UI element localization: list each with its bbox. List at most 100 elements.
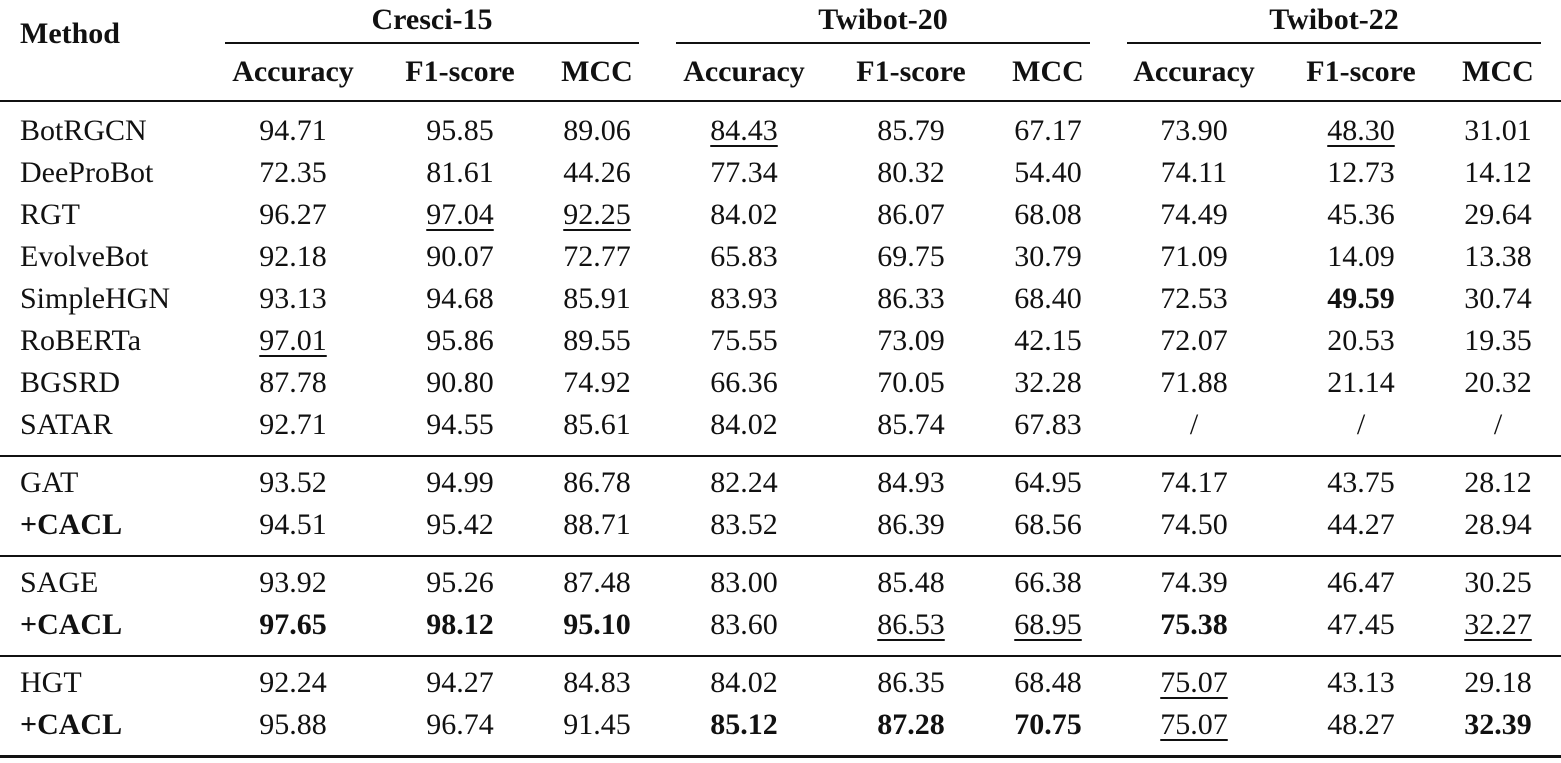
header-row-metrics: Accuracy F1-score MCC Accuracy F1-score MCC Ac…: [0, 52, 1561, 92]
value-text: 95.10: [563, 608, 631, 641]
value-cell: 28.12: [1423, 463, 1561, 503]
method-cell: +CACL: [20, 508, 123, 541]
value-text: 85.79: [877, 114, 945, 147]
value-text: 87.78: [259, 366, 327, 399]
value-text: 44.26: [563, 156, 631, 189]
value-text: 83.00: [710, 566, 778, 599]
value-text: 20.53: [1327, 324, 1395, 357]
value-cell: 68.95: [973, 605, 1123, 645]
value-text: 69.75: [877, 240, 945, 273]
value-cell: 71.09: [1119, 237, 1269, 277]
value-text: 95.85: [426, 114, 494, 147]
value-cell: 73.90: [1119, 111, 1269, 151]
value-cell: 92.25: [522, 195, 672, 235]
value-cell: 71.88: [1119, 363, 1269, 403]
value-text: 85.12: [710, 708, 778, 741]
value-cell: 93.52: [218, 463, 368, 503]
method-cell: BotRGCN: [20, 114, 147, 147]
value-cell: 87.48: [522, 563, 672, 603]
value-cell: 74.50: [1119, 505, 1269, 545]
value-cell: 95.85: [385, 111, 535, 151]
value-text: 93.52: [259, 466, 327, 499]
value-text: 85.91: [563, 282, 631, 315]
metric-header: Accuracy: [232, 55, 354, 88]
value-cell: 45.36: [1286, 195, 1436, 235]
value-text: 68.08: [1014, 198, 1082, 231]
value-text: 14.12: [1464, 156, 1532, 189]
value-text: 12.73: [1327, 156, 1395, 189]
value-cell: 13.38: [1423, 237, 1561, 277]
bottom-rule: [0, 755, 1561, 758]
value-cell: 75.55: [669, 321, 819, 361]
value-text: 65.83: [710, 240, 778, 273]
value-text: 86.53: [877, 608, 945, 641]
group-header-twibot20: Twibot-20: [818, 3, 948, 36]
table-row: BotRGCN 94.71 95.85 89.06 84.43 85.79 67.17 73.…: [0, 111, 1561, 151]
value-text: 94.99: [426, 466, 494, 499]
value-cell: 46.47: [1286, 563, 1436, 603]
value-text: 91.45: [563, 708, 631, 741]
value-cell: 32.39: [1423, 705, 1561, 745]
value-cell: 75.07: [1119, 705, 1269, 745]
value-text: 49.59: [1327, 282, 1395, 315]
value-text: 14.09: [1327, 240, 1395, 273]
value-text: 82.24: [710, 466, 778, 499]
value-text: 72.07: [1160, 324, 1228, 357]
value-cell: 48.30: [1286, 111, 1436, 151]
value-text: 83.93: [710, 282, 778, 315]
value-text: 84.02: [710, 408, 778, 441]
value-text: 64.95: [1014, 466, 1082, 499]
value-cell: 43.13: [1286, 663, 1436, 703]
table-row: SATAR 92.71 94.55 85.61 84.02 85.74 67.83 / / /: [0, 405, 1561, 445]
value-text: 74.17: [1160, 466, 1228, 499]
value-cell: 68.08: [973, 195, 1123, 235]
value-cell: 95.26: [385, 563, 535, 603]
value-cell: 95.42: [385, 505, 535, 545]
value-cell: 86.33: [836, 279, 986, 319]
value-cell: 86.39: [836, 505, 986, 545]
value-cell: 97.65: [218, 605, 368, 645]
value-text: 95.86: [426, 324, 494, 357]
value-text: 74.39: [1160, 566, 1228, 599]
value-cell: 49.59: [1286, 279, 1436, 319]
value-text: 72.35: [259, 156, 327, 189]
value-text: 81.61: [426, 156, 494, 189]
value-cell: 85.48: [836, 563, 986, 603]
metric-header: MCC: [1012, 55, 1084, 88]
value-cell: 67.17: [973, 111, 1123, 151]
header-rule: [0, 100, 1561, 102]
value-cell: 81.61: [385, 153, 535, 193]
value-text: /: [1493, 408, 1503, 441]
method-cell: HGT: [20, 666, 82, 699]
value-cell: 85.91: [522, 279, 672, 319]
value-cell: 92.71: [218, 405, 368, 445]
value-text: 31.01: [1464, 114, 1532, 147]
metric-header: Accuracy: [683, 55, 805, 88]
value-text: 20.32: [1464, 366, 1532, 399]
value-text: 77.34: [710, 156, 778, 189]
value-text: 68.48: [1014, 666, 1082, 699]
value-cell: 84.93: [836, 463, 986, 503]
value-text: 87.28: [877, 708, 945, 741]
value-text: 70.05: [877, 366, 945, 399]
value-text: 86.07: [877, 198, 945, 231]
value-text: 43.13: [1327, 666, 1395, 699]
value-text: 66.38: [1014, 566, 1082, 599]
table-row: RoBERTa 97.01 95.86 89.55 75.55 73.09 42.15 72.…: [0, 321, 1561, 361]
value-cell: 89.55: [522, 321, 672, 361]
value-text: 84.02: [710, 666, 778, 699]
value-text: 75.07: [1160, 708, 1228, 741]
value-cell: 14.12: [1423, 153, 1561, 193]
value-cell: 86.35: [836, 663, 986, 703]
value-text: 75.55: [710, 324, 778, 357]
value-cell: 29.18: [1423, 663, 1561, 703]
method-header: Method: [20, 17, 120, 50]
value-cell: 85.12: [669, 705, 819, 745]
value-text: 87.48: [563, 566, 631, 599]
value-cell: 86.78: [522, 463, 672, 503]
value-cell: 83.93: [669, 279, 819, 319]
value-text: 94.27: [426, 666, 494, 699]
value-cell: 21.14: [1286, 363, 1436, 403]
value-text: 92.25: [563, 198, 631, 231]
value-cell: 83.52: [669, 505, 819, 545]
